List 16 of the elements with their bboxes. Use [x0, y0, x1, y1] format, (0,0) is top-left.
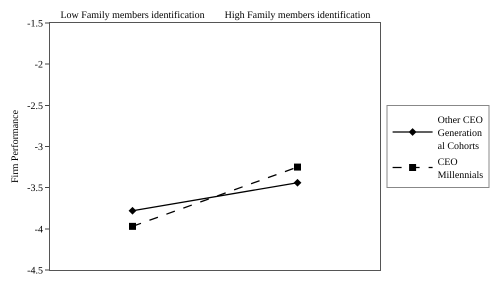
point: [294, 164, 301, 171]
legend-label: Other CEO Generation al Cohorts: [438, 114, 483, 152]
y-tick-label: -4.5: [27, 266, 43, 276]
y-tick-label: -4: [34, 224, 43, 236]
y-tick-label: -1.5: [27, 18, 43, 30]
x-tick-label: Low Family members identification: [60, 10, 205, 21]
legend-label: CEO Millennials: [438, 156, 484, 181]
y-axis-title: Firm Performance: [10, 109, 22, 184]
y-tick-label: -2: [34, 60, 43, 71]
point: [129, 222, 136, 230]
y-tick-label: -3: [34, 142, 43, 153]
y-tick-label: -3.5: [27, 183, 43, 194]
point: [128, 206, 136, 215]
x-tick-label: High Family members identification: [224, 10, 370, 21]
y-tick-label: -2.5: [27, 100, 43, 112]
point: [294, 178, 302, 187]
